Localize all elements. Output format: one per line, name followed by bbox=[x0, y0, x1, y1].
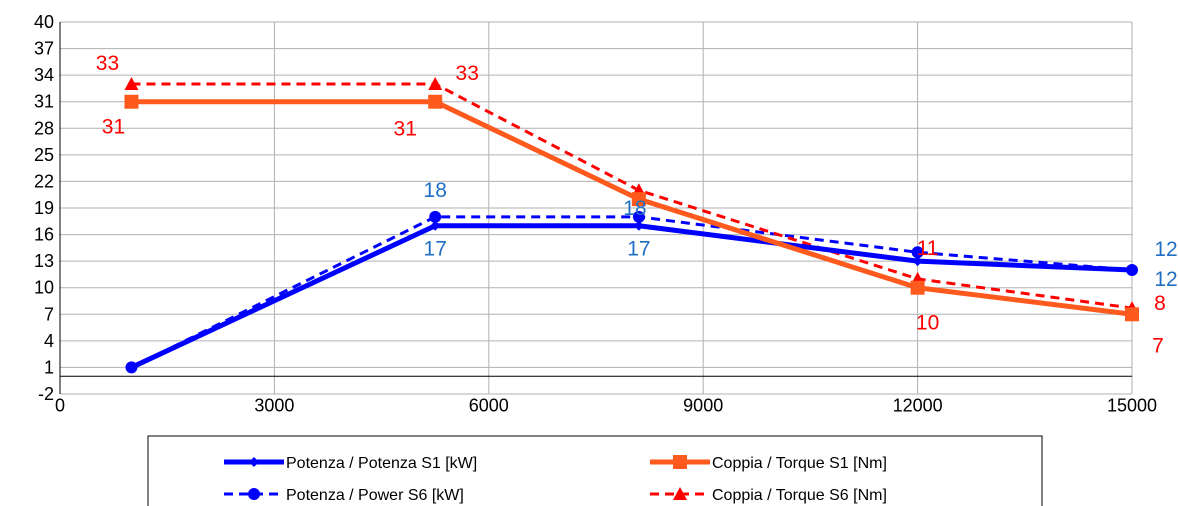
legend-marker-3 bbox=[673, 487, 687, 500]
x-tick-label: 3000 bbox=[254, 395, 294, 415]
y-tick-label: 7 bbox=[44, 304, 54, 324]
series-0-point bbox=[126, 362, 137, 373]
data-label: 33 bbox=[456, 62, 479, 85]
data-label: 8 bbox=[1154, 292, 1166, 315]
x-tick-label: 9000 bbox=[683, 395, 723, 415]
x-tick-label: 15000 bbox=[1107, 395, 1157, 415]
legend-label: Coppia / Torque S6 [Nm] bbox=[712, 487, 887, 504]
x-tick-label: 0 bbox=[55, 395, 65, 415]
y-tick-label: -2 bbox=[38, 384, 54, 404]
legend-marker-1 bbox=[248, 488, 260, 500]
y-tick-label: 34 bbox=[34, 65, 54, 85]
series-lines bbox=[124, 77, 1139, 374]
series-2-point bbox=[910, 280, 925, 295]
data-label: 33 bbox=[96, 52, 119, 75]
series-0-point bbox=[912, 256, 923, 267]
y-tick-label: 40 bbox=[34, 12, 54, 32]
series-2-point bbox=[428, 94, 443, 109]
legend-marker-2 bbox=[673, 455, 687, 469]
data-label: 18 bbox=[424, 179, 447, 202]
series-1-point bbox=[632, 210, 645, 223]
data-label: 12 bbox=[1154, 238, 1177, 261]
data-label: 18 bbox=[623, 197, 646, 220]
data-label: 11 bbox=[917, 237, 939, 260]
y-tick-label: 16 bbox=[34, 225, 54, 245]
series-1-point bbox=[911, 246, 924, 259]
y-tick-label: 13 bbox=[34, 251, 54, 271]
x-tick-label: 12000 bbox=[893, 395, 943, 415]
legend-label: Potenza / Power S6 [kW] bbox=[286, 487, 464, 504]
x-tick-label: 6000 bbox=[469, 395, 509, 415]
y-tick-label: 31 bbox=[34, 92, 54, 112]
data-label: 10 bbox=[916, 312, 939, 335]
y-tick-label: 10 bbox=[34, 278, 54, 298]
y-tick-label: 19 bbox=[34, 198, 54, 218]
data-label: 17 bbox=[424, 238, 447, 261]
series-3-point bbox=[428, 77, 443, 90]
series-1-point bbox=[429, 210, 442, 223]
data-labels: 17 17 12 18 18 12 31 31 10 7 33 33 11 8 bbox=[96, 52, 1178, 357]
legend-label: Coppia / Torque S1 [Nm] bbox=[712, 455, 887, 472]
series-0-point bbox=[633, 220, 644, 231]
y-tick-label: 37 bbox=[34, 39, 54, 59]
data-label: 31 bbox=[394, 118, 417, 141]
series-0-point bbox=[1127, 265, 1137, 275]
data-label: 31 bbox=[102, 116, 125, 139]
series-2-point bbox=[124, 94, 139, 109]
series-0-point bbox=[430, 220, 441, 231]
legend: Potenza / Potenza S1 [kW] Coppia / Torque… bbox=[147, 435, 1043, 506]
legend-marker-0 bbox=[249, 457, 259, 467]
data-label: 17 bbox=[627, 238, 650, 261]
y-tick-label: 22 bbox=[34, 171, 54, 191]
series-2-point bbox=[1125, 307, 1139, 322]
y-tick-label: 4 bbox=[44, 331, 54, 351]
y-tick-label: 28 bbox=[34, 118, 54, 138]
series-2-point bbox=[631, 192, 646, 207]
data-label: 7 bbox=[1152, 334, 1164, 357]
axes bbox=[59, 22, 1132, 394]
y-tick-label: 1 bbox=[44, 357, 54, 377]
data-label: 12 bbox=[1154, 268, 1177, 291]
legend-label: Potenza / Potenza S1 [kW] bbox=[286, 455, 477, 472]
series-3-point bbox=[124, 77, 139, 90]
grid bbox=[60, 21, 1133, 395]
tick-labels: -2 1 4 7 10 13 16 19 22 25 28 31 34 37 40 0 3000 6000 9000… bbox=[34, 12, 1157, 415]
y-tick-label: 25 bbox=[34, 145, 54, 165]
legend-box bbox=[147, 435, 1043, 506]
